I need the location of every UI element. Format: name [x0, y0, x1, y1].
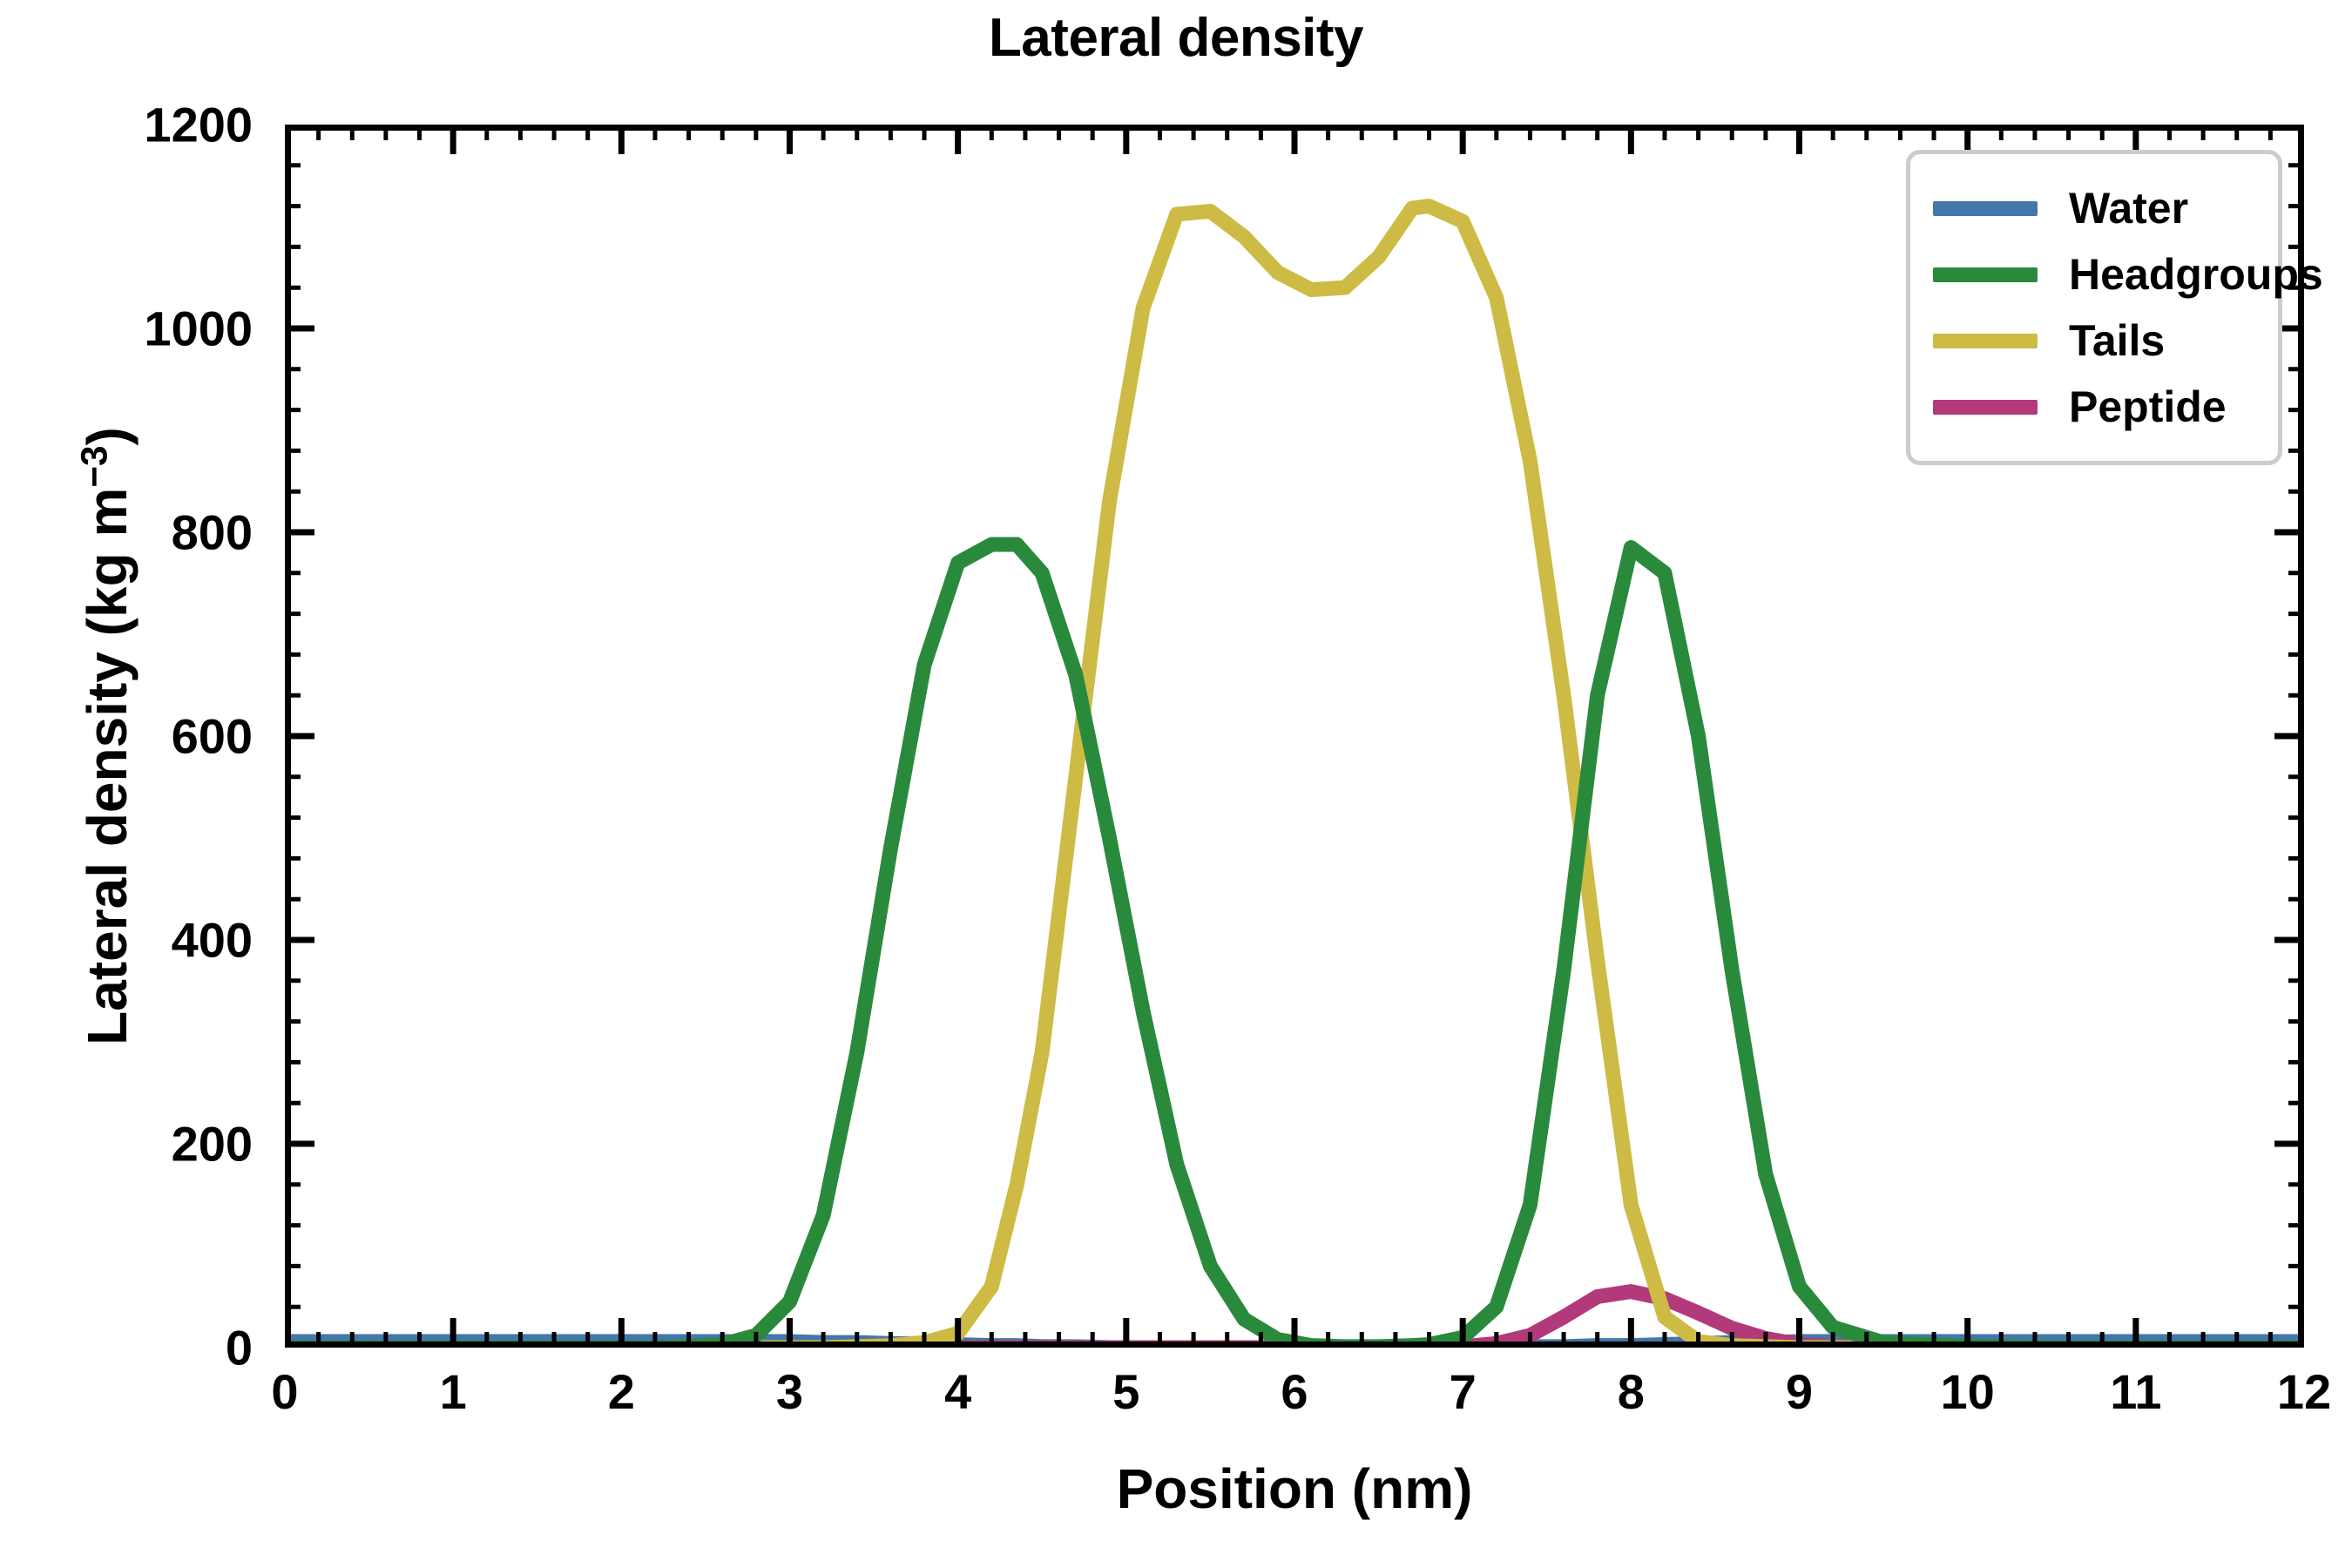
- y-tick-label: 200: [171, 1116, 253, 1172]
- y-tick-label: 800: [171, 504, 253, 560]
- x-tick-label: 10: [1940, 1364, 1995, 1419]
- y-tick-label: 1000: [144, 301, 253, 356]
- chart-title: Lateral density: [988, 8, 1364, 68]
- x-tick-label: 8: [1617, 1364, 1645, 1419]
- x-tick-label: 7: [1449, 1364, 1477, 1419]
- x-tick-label: 6: [1281, 1364, 1308, 1419]
- legend-color-swatch: [1933, 333, 2038, 348]
- legend-item-label: Tails: [2069, 316, 2166, 365]
- x-tick-label: 1: [439, 1364, 467, 1419]
- legend-item-peptide[interactable]: Peptide: [1933, 374, 2255, 440]
- legend-item-tails[interactable]: Tails: [1933, 308, 2255, 374]
- x-tick-label: 11: [2110, 1364, 2162, 1419]
- y-tick-label: 600: [171, 708, 253, 764]
- x-tick-label: 2: [607, 1364, 635, 1419]
- legend-color-swatch: [1933, 399, 2038, 415]
- legend-color-swatch: [1933, 267, 2038, 282]
- x-tick-label: 3: [775, 1364, 804, 1419]
- y-axis-label-exponent: −3: [73, 445, 115, 488]
- series-line-headgroups: [285, 537, 2304, 1348]
- y-axis-label-close: ): [76, 427, 139, 446]
- legend-item-label: Peptide: [2069, 382, 2227, 431]
- x-tick-label: 5: [1112, 1364, 1140, 1419]
- x-axis-label: Position (nm): [1116, 1457, 1473, 1520]
- plot-area: [285, 125, 2304, 1348]
- legend-item-label: Water: [2069, 184, 2189, 233]
- y-tick-label: 1200: [144, 97, 253, 152]
- y-tick-label: 400: [171, 912, 253, 968]
- series-line-peptide: [285, 1284, 2304, 1348]
- legend-item-headgroups[interactable]: Headgroups: [1933, 241, 2323, 308]
- legend-item-label: Headgroups: [2069, 250, 2323, 299]
- y-tick-label: 0: [225, 1320, 253, 1375]
- x-tick-label: 12: [2276, 1364, 2332, 1419]
- x-tick-label: 9: [1785, 1364, 1814, 1419]
- x-tick-label: 4: [944, 1364, 972, 1419]
- legend-color-swatch: [1933, 200, 2038, 216]
- y-axis-label: Lateral density (kg m−3): [68, 125, 146, 1348]
- legend-box[interactable]: Water Headgroups Tails Peptide: [1906, 150, 2323, 465]
- legend-item-water[interactable]: Water: [1933, 175, 2255, 241]
- y-axis-label-main: Lateral density (kg m: [76, 487, 139, 1045]
- x-tick-label: 0: [271, 1364, 299, 1419]
